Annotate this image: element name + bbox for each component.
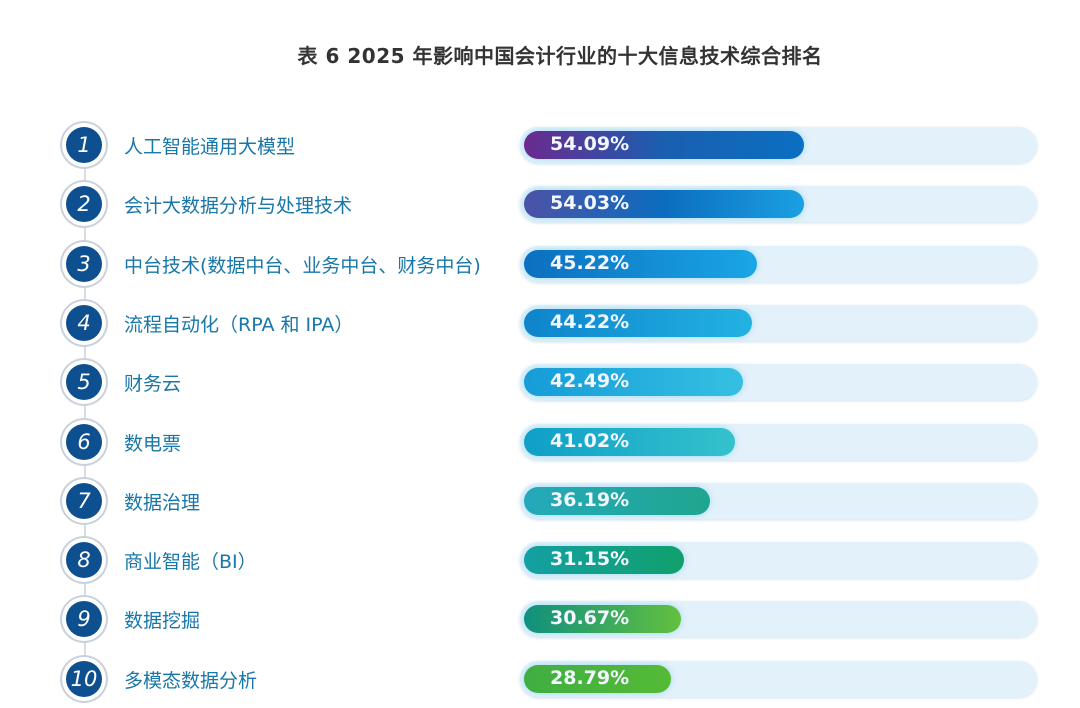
rank-badge: 1 xyxy=(62,123,106,167)
rank-number: 1 xyxy=(66,127,102,163)
rank-number: 7 xyxy=(66,482,102,519)
bar xyxy=(524,546,684,575)
rank-number: 2 xyxy=(66,186,102,223)
bar-row: 4 流程自动化（RPA 和 IPA） 44.22% xyxy=(0,300,1080,345)
rank-badge: 4 xyxy=(62,300,106,345)
category-label: 多模态数据分析 xyxy=(124,669,258,692)
rank-number: 4 xyxy=(66,304,102,341)
rank-badge: 7 xyxy=(62,478,106,523)
rank-badge: 5 xyxy=(62,360,106,405)
rank-badge: 2 xyxy=(62,182,106,227)
rank-badge: 6 xyxy=(62,419,106,464)
category-label: 财务云 xyxy=(124,373,182,396)
bar-row: 9 数据挖掘 30.67% xyxy=(0,597,1080,642)
data-label: 42.49% xyxy=(550,370,630,393)
rank-number: 8 xyxy=(66,542,102,579)
bar xyxy=(524,131,804,159)
data-label: 31.15% xyxy=(550,548,630,571)
category-label: 数据挖掘 xyxy=(124,610,201,633)
rank-number: 5 xyxy=(66,364,102,401)
category-label: 流程自动化（RPA 和 IPA） xyxy=(124,313,354,336)
rank-badge: 8 xyxy=(62,538,106,583)
rank-number: 3 xyxy=(66,245,102,282)
rank-connector-line xyxy=(84,130,86,690)
bar-row: 6 数电票 41.02% xyxy=(0,419,1080,464)
category-label: 数电票 xyxy=(124,432,182,455)
chart-title: 表 6 2025 年影响中国会计行业的十大信息技术综合排名 xyxy=(297,44,823,68)
data-label: 54.03% xyxy=(550,192,630,215)
category-label: 人工智能通用大模型 xyxy=(124,136,296,158)
rank-number: 10 xyxy=(66,660,102,697)
bar xyxy=(524,190,804,219)
data-label: 45.22% xyxy=(550,251,630,274)
data-label: 28.79% xyxy=(550,666,630,689)
bar-row: 7 数据治理 36.19% xyxy=(0,478,1080,523)
bar xyxy=(524,486,710,515)
bar xyxy=(524,605,682,634)
bar-row: 10 多模态数据分析 28.79% xyxy=(0,656,1080,701)
data-label: 41.02% xyxy=(550,429,630,452)
rank-number: 9 xyxy=(66,601,102,638)
category-label: 商业智能（BI） xyxy=(124,551,257,574)
data-label: 30.67% xyxy=(550,607,630,630)
rank-badge: 9 xyxy=(62,597,106,642)
data-label: 36.19% xyxy=(550,488,630,511)
bar xyxy=(524,427,736,456)
category-label: 中台技术(数据中台、业务中台、财务中台) xyxy=(124,254,481,277)
bar xyxy=(524,249,758,278)
category-label: 会计大数据分析与处理技术 xyxy=(124,195,353,218)
rank-number: 6 xyxy=(66,423,102,460)
bar xyxy=(524,308,753,337)
bar xyxy=(524,368,744,397)
bar-row: 5 财务云 42.49% xyxy=(0,360,1080,405)
data-label: 54.09% xyxy=(550,133,630,155)
data-label: 44.22% xyxy=(550,310,630,333)
bar xyxy=(524,664,672,693)
category-label: 数据治理 xyxy=(124,491,201,514)
bar-row: 1 人工智能通用大模型 54.09% xyxy=(0,123,1080,167)
rank-badge: 10 xyxy=(62,656,106,701)
bar-row: 8 商业智能（BI） 31.15% xyxy=(0,538,1080,583)
rank-badge: 3 xyxy=(62,241,106,286)
bar-row: 3 中台技术(数据中台、业务中台、财务中台) 45.22% xyxy=(0,241,1080,286)
bar-row: 2 会计大数据分析与处理技术 54.03% xyxy=(0,182,1080,227)
